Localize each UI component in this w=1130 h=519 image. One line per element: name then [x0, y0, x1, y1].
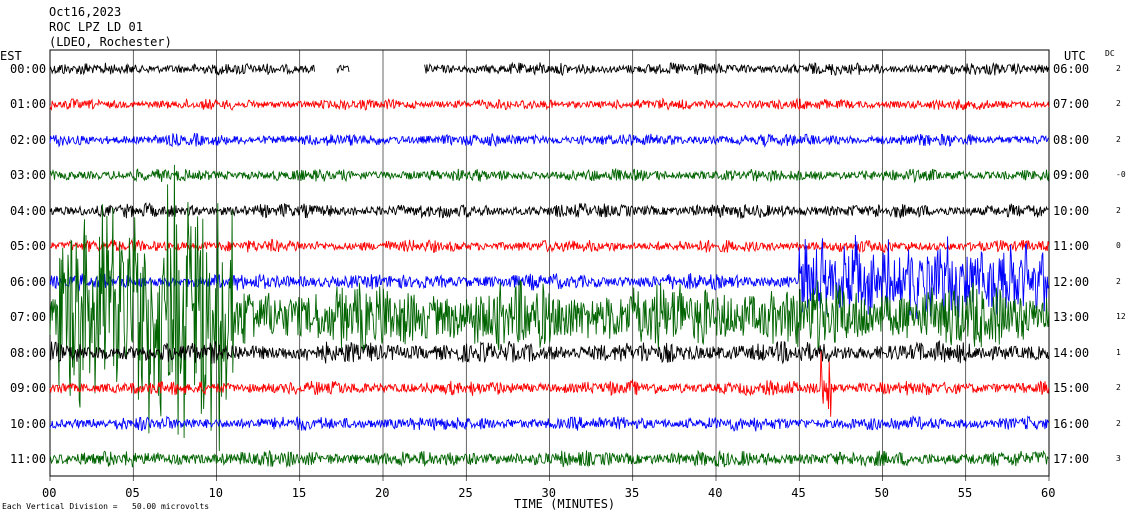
est-hour-label: 07:00 [10, 310, 47, 325]
x-tick-label: 60 [1041, 486, 1056, 500]
dc-column-label: DC [1105, 49, 1115, 58]
est-hour-label: 09:00 [10, 381, 47, 396]
utc-hour-label: 16:00 [1053, 416, 1090, 431]
dc-value: 2 [1116, 99, 1121, 109]
utc-hour-label: 11:00 [1053, 239, 1090, 254]
est-hour-label: 02:00 [10, 132, 47, 147]
est-hour-label: 05:00 [10, 239, 47, 254]
seismic-trace-0300 [49, 167, 1050, 184]
seismic-traces [49, 61, 1050, 469]
scale-note: Each Vertical Division = 50.00 microvolt… [2, 502, 210, 511]
seismic-trace-0200 [49, 133, 1050, 148]
est-hour-label: 06:00 [10, 274, 47, 289]
est-hour-label: 04:00 [10, 203, 47, 218]
dc-value: 2 [1116, 64, 1121, 73]
x-tick-label: 35 [624, 486, 640, 500]
seismic-trace-0400 [49, 202, 1049, 220]
utc-hour-label: 08:00 [1053, 132, 1090, 147]
seismic-trace-1000 [49, 415, 1050, 432]
dc-value: 12 [1116, 312, 1126, 322]
seismic-trace-0800 [49, 339, 1050, 365]
utc-hour-label: 09:00 [1053, 168, 1090, 183]
est-hour-label: 00:00 [10, 62, 47, 76]
seismic-trace-1100 [49, 449, 1050, 469]
dc-value: 3 [1116, 453, 1121, 463]
dc-value: 0 [1116, 241, 1121, 251]
utc-axis-label: UTC [1064, 49, 1086, 63]
seismic-trace-0900 [49, 351, 1050, 417]
utc-hour-label: 06:00 [1053, 62, 1090, 76]
utc-hour-label: 13:00 [1053, 310, 1090, 325]
est-hour-label: 08:00 [10, 345, 47, 360]
location-label: (LDEO, Rochester) [49, 35, 172, 49]
x-tick-label: 40 [708, 486, 723, 500]
est-hour-label: 11:00 [10, 451, 47, 466]
dc-value: 2 [1116, 134, 1121, 144]
est-axis-label: EST [0, 49, 22, 63]
seismic-trace-0100 [49, 97, 1050, 112]
dc-value: -0 [1116, 170, 1126, 180]
utc-hour-label: 07:00 [1053, 97, 1090, 112]
dc-value: 2 [1116, 418, 1121, 428]
dc-value: 2 [1116, 276, 1121, 286]
x-tick-label: 50 [874, 486, 889, 500]
dc-value: 2 [1116, 383, 1121, 393]
est-hour-label: 03:00 [10, 168, 47, 183]
date-label: Oct16,2023 [49, 5, 122, 19]
utc-hour-label: 12:00 [1053, 274, 1090, 289]
dc-value: 1 [1116, 347, 1121, 357]
utc-hour-label: 14:00 [1053, 345, 1090, 360]
x-tick-label: 10 [208, 486, 223, 500]
est-hour-label: 10:00 [10, 416, 47, 431]
x-axis-title: TIME (MINUTES) [514, 497, 616, 511]
x-tick-label: 00 [42, 486, 57, 500]
x-tick-label: 05 [125, 486, 140, 500]
x-tick-label: 45 [791, 486, 806, 500]
seismic-trace-0000 [49, 61, 1050, 77]
dc-value: 2 [1116, 205, 1121, 215]
est-hour-label: 01:00 [10, 97, 47, 112]
x-tick-label: 30 [541, 486, 556, 500]
utc-hour-label: 10:00 [1053, 203, 1090, 218]
utc-hour-label: 17:00 [1053, 451, 1090, 466]
x-tick-label: 55 [957, 486, 973, 500]
seismic-trace-0500 [49, 238, 1050, 254]
seismic-trace-0600 [49, 234, 1050, 320]
x-tick-label: 15 [291, 486, 307, 500]
x-tick-label: 20 [375, 486, 390, 500]
x-tick-label: 25 [458, 486, 473, 500]
station-label: ROC LPZ LD 01 [49, 20, 143, 34]
utc-hour-label: 15:00 [1053, 381, 1090, 396]
